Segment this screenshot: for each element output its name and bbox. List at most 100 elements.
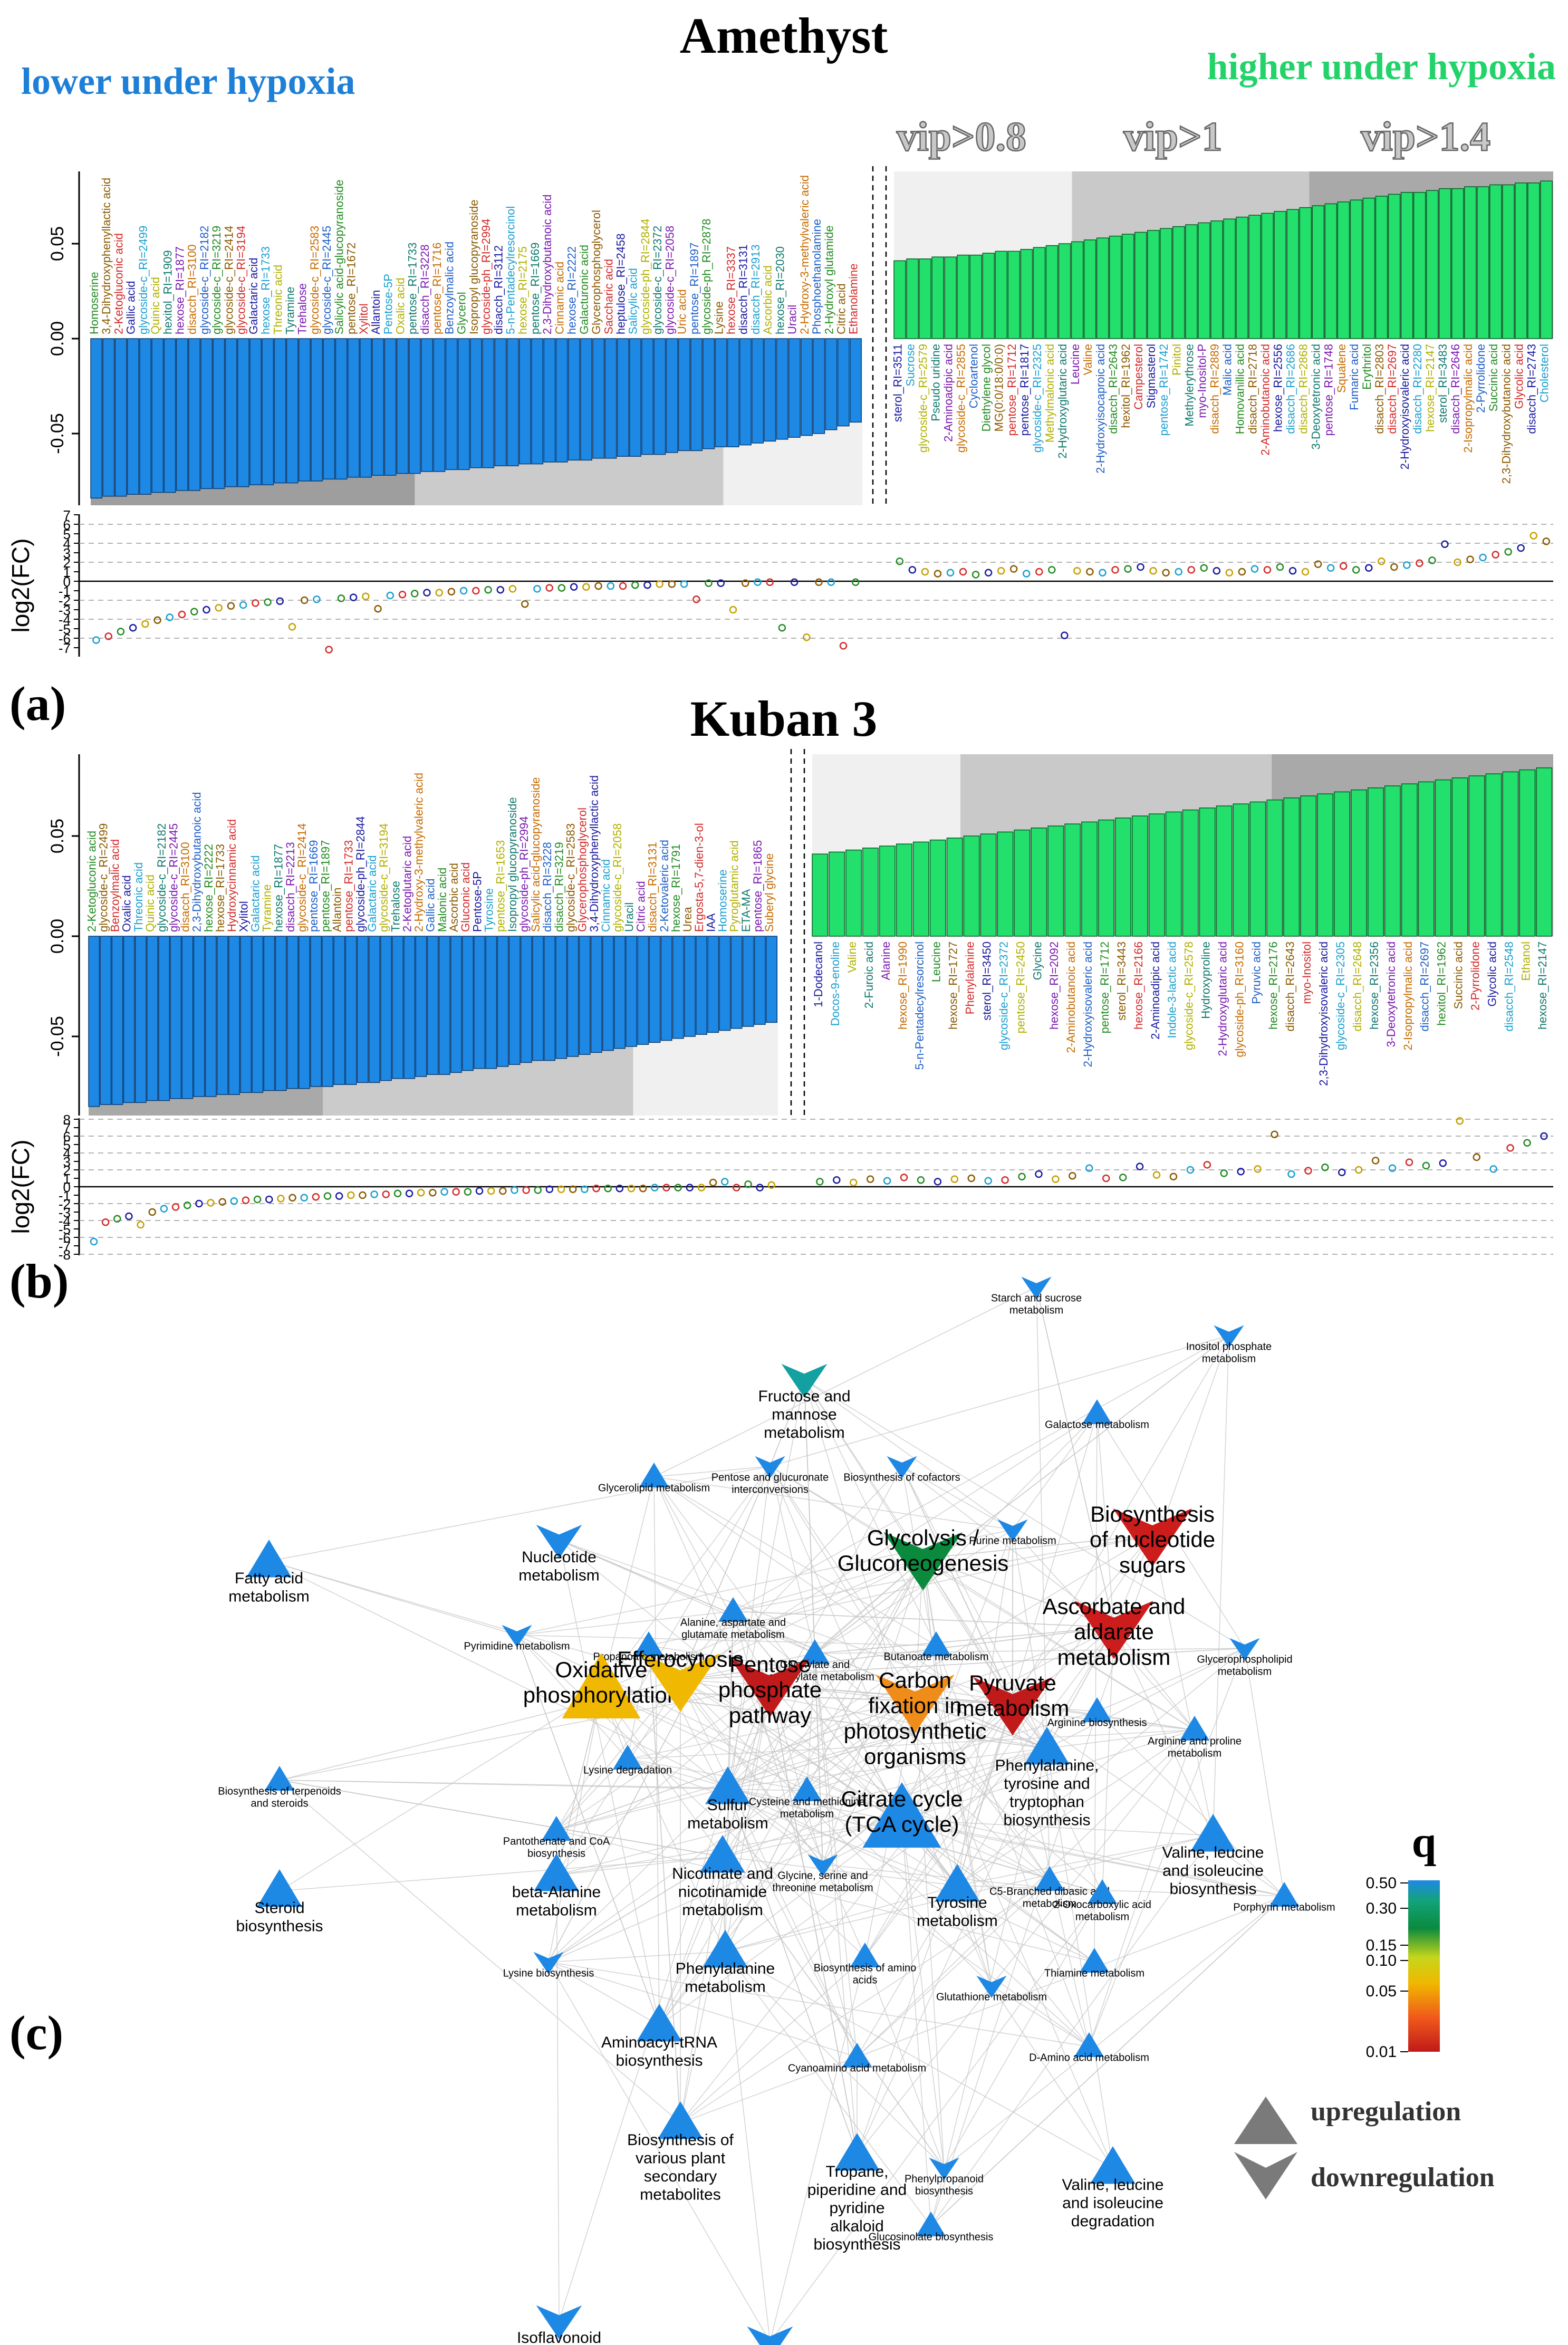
fc-point bbox=[971, 571, 980, 579]
bar-label-lower: Suberyl glycine bbox=[763, 853, 776, 932]
fc-point bbox=[359, 1191, 367, 1199]
fc-point bbox=[276, 597, 284, 606]
network-edge bbox=[601, 1476, 655, 1691]
fc-point bbox=[227, 602, 235, 610]
fc-point bbox=[239, 601, 247, 609]
bar-label-higher: Glycine bbox=[1031, 941, 1044, 980]
network-edge bbox=[653, 1476, 1013, 1530]
bar-label-lower: Threonic acid bbox=[132, 862, 145, 932]
bar-label-higher: Pseudo uridine bbox=[929, 344, 942, 421]
network-edge bbox=[601, 1690, 807, 1791]
network-edge bbox=[680, 2056, 858, 2123]
network-edge bbox=[722, 1819, 902, 1857]
fc-point bbox=[934, 570, 942, 578]
network-edge bbox=[769, 1685, 1195, 1731]
fc-point bbox=[300, 1194, 308, 1202]
bar-label-higher: Valine bbox=[1081, 344, 1094, 376]
bar-label-higher: hexose_RI=2147 bbox=[1423, 344, 1437, 432]
network-edge bbox=[559, 1540, 902, 1820]
bar-lower bbox=[286, 338, 299, 484]
fc-point bbox=[1169, 1172, 1178, 1181]
network-edge bbox=[901, 1819, 931, 2226]
network-edge bbox=[556, 1611, 734, 1831]
bar-label-higher: disacch_RI=2697 bbox=[1386, 344, 1399, 434]
header-lower: lower under hypoxia bbox=[21, 60, 355, 102]
bar-higher bbox=[1418, 781, 1435, 937]
fc-point bbox=[697, 1184, 706, 1191]
network-edge bbox=[957, 1885, 1285, 1897]
q-tick-label: 0.05 bbox=[1366, 1983, 1397, 2000]
bar-label-higher: Fumaric acid bbox=[1348, 344, 1361, 410]
fc-point bbox=[1371, 1157, 1380, 1165]
bar-lower bbox=[100, 936, 112, 1105]
bar-lower bbox=[776, 338, 788, 440]
network-edge bbox=[822, 1558, 924, 1865]
bar-higher bbox=[812, 853, 829, 937]
fc-point bbox=[487, 1187, 495, 1195]
bar-label-lower: Glycerol bbox=[455, 292, 468, 334]
fc-point bbox=[1439, 1159, 1447, 1167]
bar-higher bbox=[1300, 795, 1317, 937]
bar-label-lower: Allantoin bbox=[369, 290, 382, 334]
network-edge bbox=[556, 1830, 1095, 1963]
network-node-label: Nucleotide metabolism bbox=[518, 1549, 599, 1584]
bar-lower bbox=[508, 936, 521, 1065]
bar-higher bbox=[1233, 803, 1249, 937]
fc-point bbox=[1152, 1171, 1161, 1179]
fc-point bbox=[1018, 1172, 1026, 1181]
network-edge bbox=[722, 1700, 916, 1857]
network-edge bbox=[680, 1466, 771, 1680]
panel-label: (b) bbox=[9, 1254, 69, 1308]
bar-label-higher: disacch_RI=2803 bbox=[1373, 344, 1386, 434]
panel-label: (a) bbox=[9, 677, 66, 731]
bar-higher bbox=[1350, 199, 1363, 339]
fc-point bbox=[1136, 1162, 1144, 1170]
bar-higher bbox=[1324, 203, 1338, 339]
network-node-label: Fatty acid metabolism bbox=[228, 1570, 309, 1606]
bar-label-lower: glycoside-c_RI=2058 bbox=[663, 226, 676, 334]
bar-higher bbox=[1286, 209, 1300, 339]
network-edge bbox=[1046, 1648, 1245, 1749]
fc-point bbox=[90, 1237, 98, 1246]
bar-higher bbox=[1147, 230, 1160, 339]
network-edge bbox=[822, 1748, 1047, 1865]
bar-label-lower: Threonic acid bbox=[271, 265, 284, 334]
network-edge bbox=[804, 1379, 823, 1865]
bar-higher bbox=[1109, 235, 1122, 339]
bar-label-lower: glycoside-c_RI=3194 bbox=[235, 226, 248, 334]
fc-tick-label: -2 bbox=[59, 1196, 71, 1212]
fc-tick-label: 2 bbox=[63, 1162, 71, 1178]
fc-tick-label: 5 bbox=[63, 1137, 71, 1153]
bar-higher bbox=[1540, 180, 1553, 339]
bar-lower bbox=[225, 338, 237, 487]
fc-point bbox=[1099, 569, 1107, 577]
q-tick-label: 0.30 bbox=[1366, 1900, 1397, 1917]
bar-label-lower: Quinic acid bbox=[143, 874, 157, 932]
fc-point bbox=[668, 580, 676, 588]
fc-tick-label: -3 bbox=[59, 1205, 71, 1220]
bar-label-lower: Gluconic acid bbox=[459, 862, 472, 932]
bar-label-higher: 2-Pyrrolidone bbox=[1474, 344, 1487, 413]
bar-label-lower: Hydroxycinnamic acid bbox=[225, 819, 238, 932]
bar-label-lower: Urea bbox=[681, 907, 694, 932]
bar-label-lower: heptulose_RI=2458 bbox=[614, 234, 627, 334]
bar-label-higher: Succinic acid bbox=[1452, 941, 1465, 1009]
network-edge bbox=[627, 1758, 807, 1791]
bar-label-lower: Xylitol bbox=[357, 303, 370, 334]
network-node bbox=[1229, 1638, 1260, 1660]
bar-higher bbox=[963, 835, 980, 937]
network-edge bbox=[1046, 1748, 1050, 1881]
bar-higher bbox=[1165, 811, 1182, 937]
bar-lower bbox=[482, 338, 495, 468]
network-edge bbox=[1089, 1729, 1195, 2047]
bar-lower bbox=[555, 936, 567, 1059]
bar-lower bbox=[653, 338, 666, 455]
bar-label-higher: hexose_RI=2556 bbox=[1272, 344, 1285, 432]
network-edge bbox=[516, 1611, 734, 1636]
network-edge bbox=[822, 1703, 1013, 1865]
network-edge bbox=[1012, 1529, 1047, 1749]
bar-label-lower: disacch_RI=3131 bbox=[646, 842, 659, 932]
network-edge bbox=[814, 1653, 902, 1820]
network-edge bbox=[516, 1635, 660, 2026]
network-edge bbox=[659, 1558, 924, 2026]
